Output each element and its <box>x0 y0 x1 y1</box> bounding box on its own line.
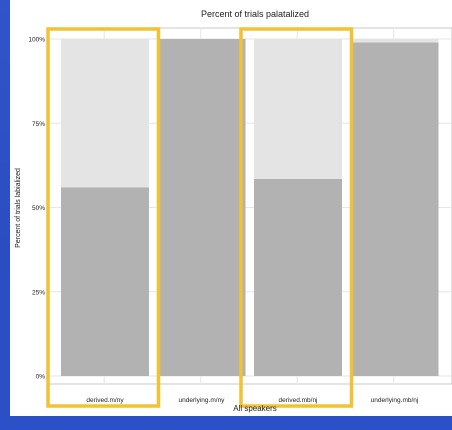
x-axis-label: All speakers <box>233 404 277 413</box>
bar-lower-segment <box>254 178 342 376</box>
y-tick-label: 25% <box>32 289 45 296</box>
bar-upper-segment <box>61 39 149 188</box>
bar-lower-segment <box>61 187 149 376</box>
chart-title: Percent of trials palatalized <box>201 9 309 19</box>
y-tick-label: 50% <box>32 205 45 212</box>
highlight-box <box>46 27 161 408</box>
x-tick-label: underlying.m/ny <box>179 397 226 404</box>
y-tick-label: 0% <box>36 374 46 381</box>
y-tick-label: 100% <box>28 37 45 44</box>
y-axis-label: Percent of trials labialized <box>15 168 22 248</box>
y-tick-label: 75% <box>32 121 45 128</box>
bar-lower-segment <box>157 39 246 376</box>
bar-upper-segment <box>254 39 342 179</box>
x-tick-label: underlying.mb/nj <box>371 397 419 404</box>
x-tick-label: derived.mb/nj <box>278 397 317 404</box>
bars <box>61 39 439 377</box>
axes: 0% 25% 50% 75% 100% derived.m/ny underlying.m/… <box>28 37 418 405</box>
x-tick-label: derived.m/ny <box>86 397 124 404</box>
highlight-boxes <box>46 27 354 408</box>
bar-upper-segment <box>350 39 439 43</box>
bar-lower-segment <box>350 42 439 377</box>
highlight-box <box>239 27 354 408</box>
